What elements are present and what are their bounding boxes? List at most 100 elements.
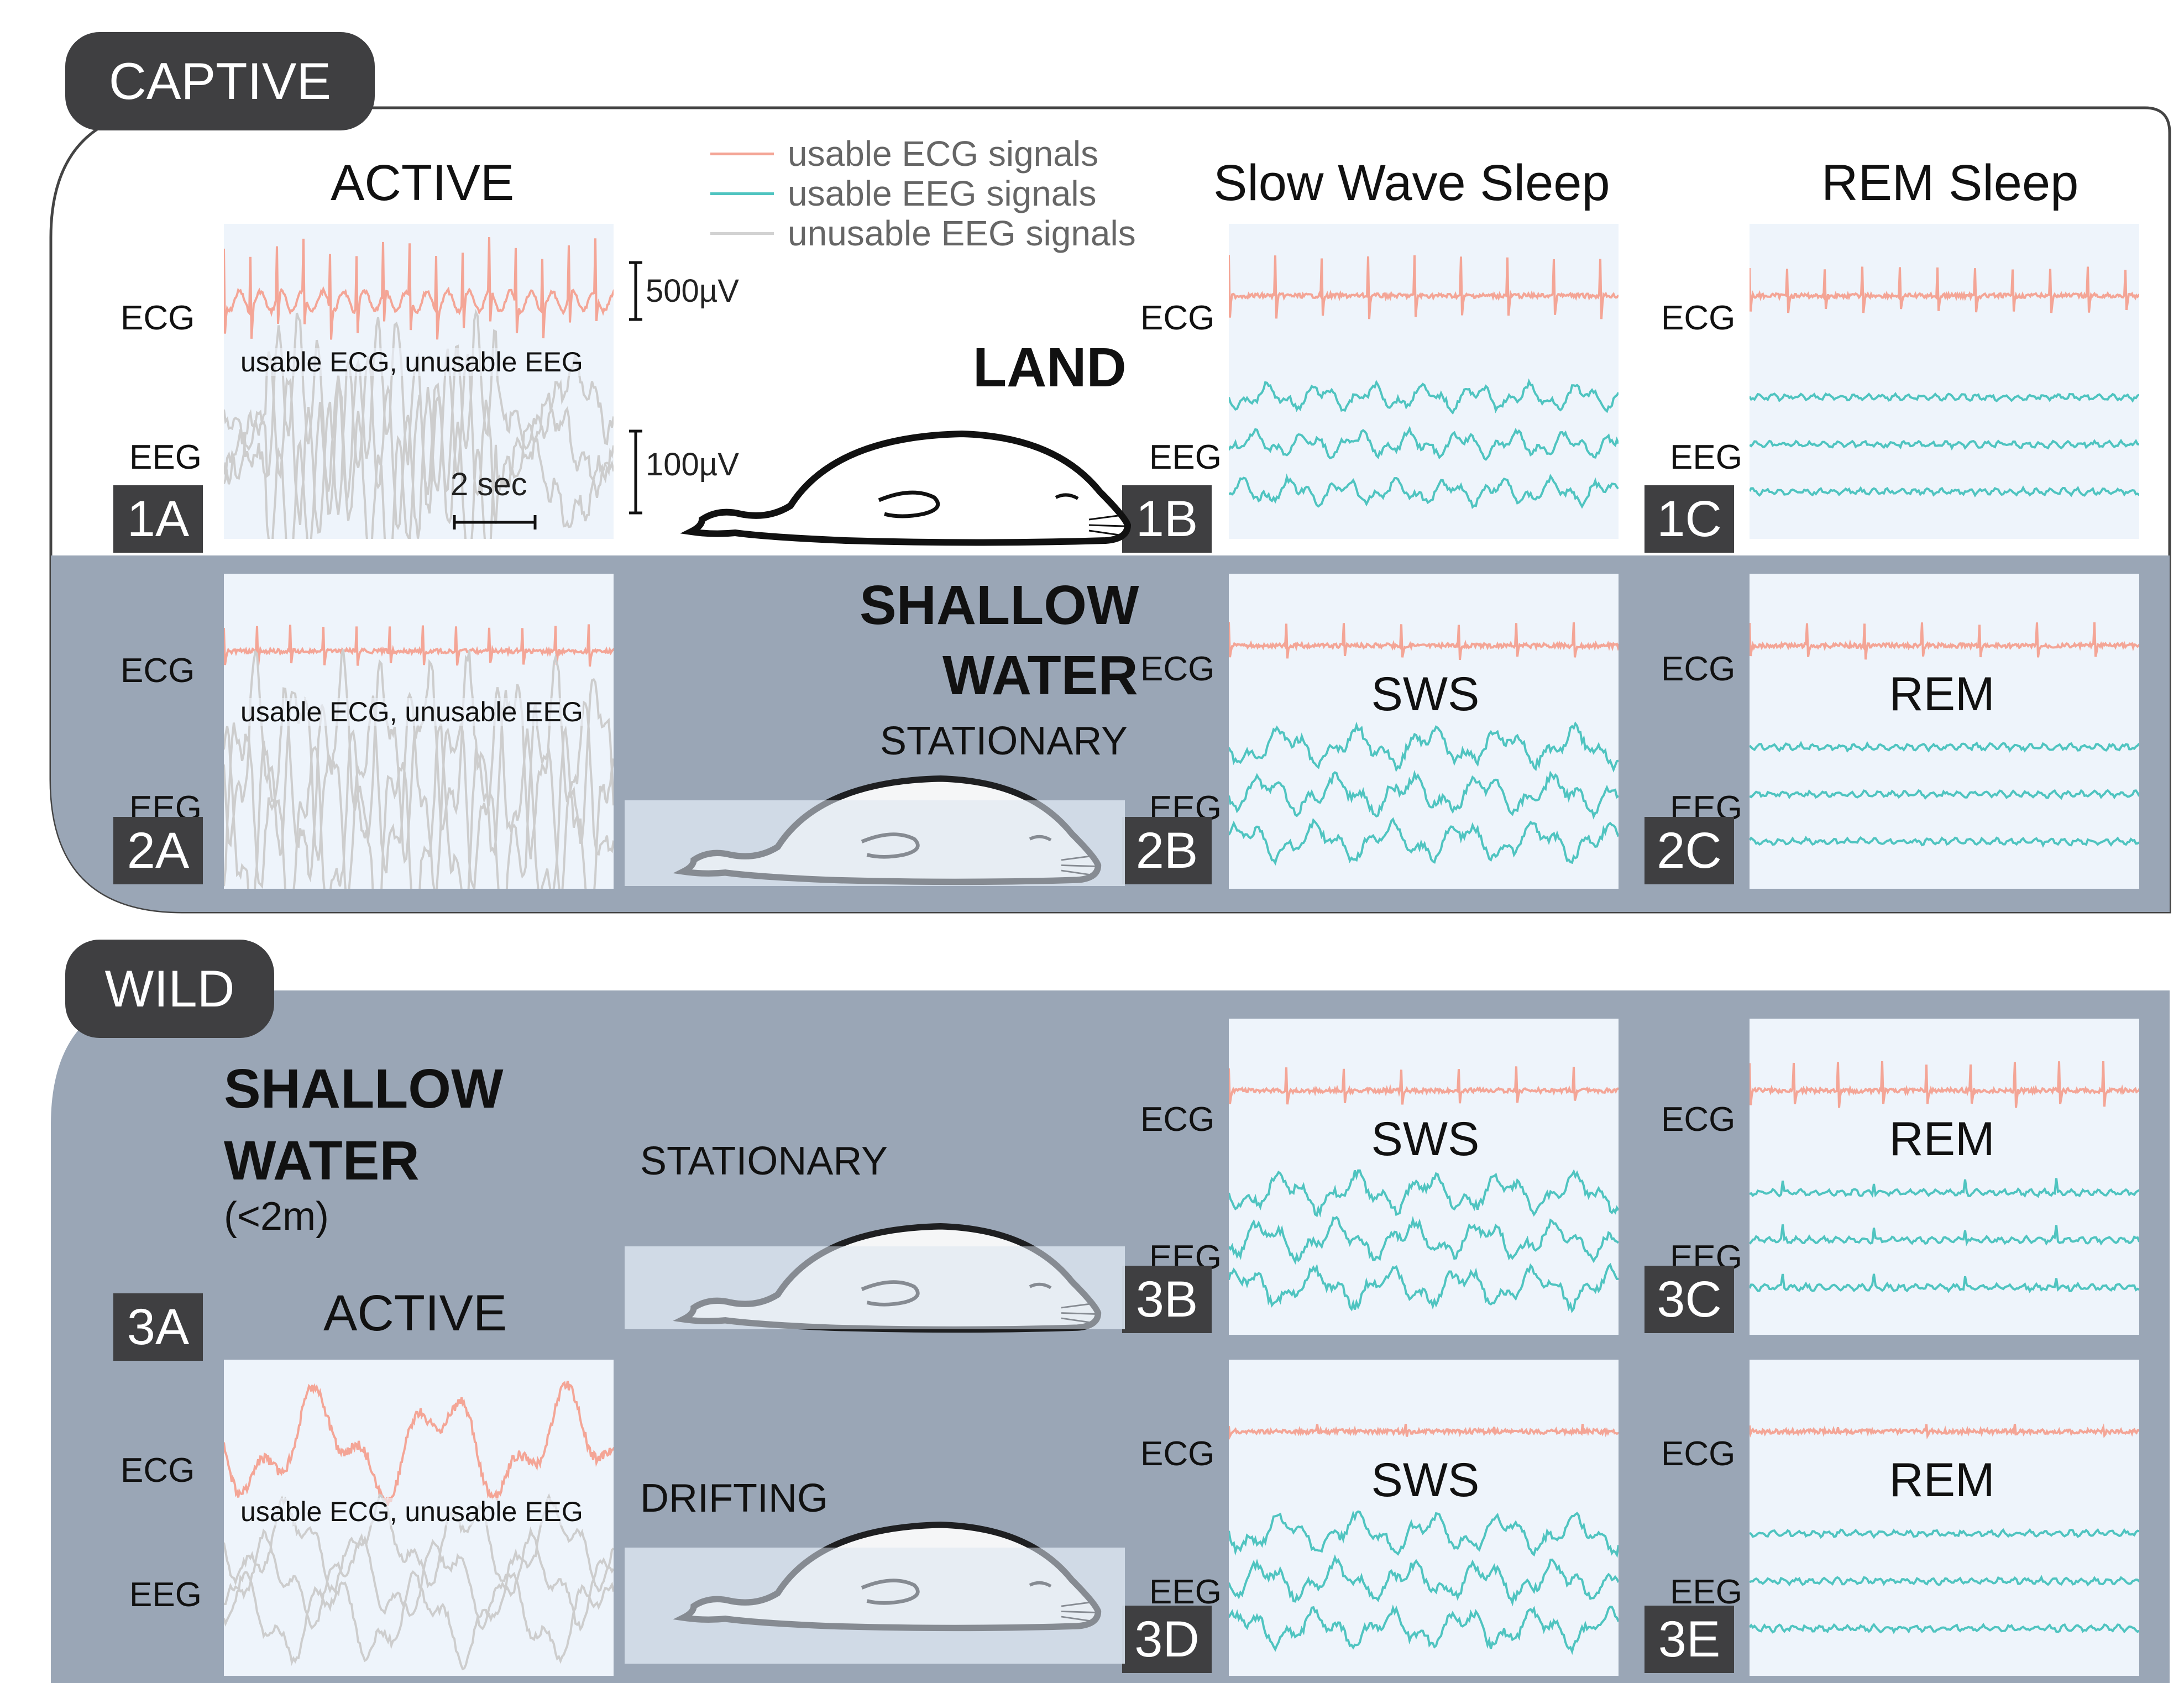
eeg-trace <box>1750 1622 2139 1634</box>
time-scale-label: 2 sec <box>451 466 527 502</box>
depth-label: (<2m) <box>224 1194 329 1239</box>
panel-id-p1b: 1B <box>1122 485 1212 553</box>
ecg-channel-label: ECG <box>1140 650 1215 688</box>
legend-swatch-ecg <box>710 153 774 155</box>
ecg-channel-label: ECG <box>1661 1100 1736 1139</box>
ecg-trace <box>224 237 614 340</box>
eeg-trace <box>1750 1178 2139 1198</box>
eeg-trace <box>1750 1528 2139 1539</box>
panel-background <box>1229 1019 1619 1335</box>
usable-note: usable ECG, unusable EEG <box>240 696 583 727</box>
eeg-trace <box>224 348 614 539</box>
eeg-scale-label: 100µV <box>646 447 739 483</box>
eeg-trace <box>1750 1273 2139 1293</box>
panel-id-p2b: 2B <box>1122 817 1212 884</box>
captive-shallow-label: SHALLOW <box>860 574 1139 636</box>
captive-stationary-label: STATIONARY <box>880 719 1128 763</box>
ecg-channel-label: ECG <box>1661 650 1736 688</box>
title-rem: REM Sleep <box>1821 155 2079 211</box>
eeg-trace <box>1750 789 2139 800</box>
legend-label-unusable: unusable EEG signals <box>788 213 1136 253</box>
legend-label-eeg: usable EEG signals <box>788 174 1097 213</box>
ecg-trace <box>1229 1423 1619 1440</box>
legend-label-ecg: usable ECG signals <box>788 134 1099 174</box>
state-label-rem: REM <box>1889 1113 1995 1166</box>
eeg-trace <box>1229 473 1619 510</box>
ecg-trace <box>224 1381 614 1506</box>
ecg-trace <box>1229 622 1619 660</box>
seal-land <box>691 434 1128 543</box>
usable-note: usable ECG, unusable EEG <box>240 1496 583 1527</box>
panel-p1c <box>1750 224 2139 539</box>
eeg-channel-label: EEG <box>1670 1573 1742 1611</box>
state-label-sws: SWS <box>1371 1113 1480 1166</box>
eeg-trace <box>1750 1575 2139 1587</box>
panel-id-p2a: 2A <box>113 817 203 884</box>
eeg-trace <box>1750 741 2139 753</box>
panel-id-p3e: 3E <box>1644 1606 1734 1673</box>
eeg-trace <box>1750 1224 2139 1247</box>
panel-p2c <box>1750 574 2139 889</box>
wild-water-label: WATER <box>224 1130 420 1192</box>
panel-id-p2c: 2C <box>1644 817 1734 884</box>
state-label-sws: SWS <box>1371 1454 1480 1507</box>
panel-id-p3b: 3B <box>1122 1266 1212 1333</box>
ecg-trace <box>1750 622 2139 660</box>
panel-background <box>1750 1360 2139 1676</box>
drifting-label: DRIFTING <box>640 1476 828 1521</box>
panel-background <box>1750 574 2139 889</box>
eeg-trace <box>1750 438 2139 451</box>
wild-stationary-label: STATIONARY <box>640 1139 888 1183</box>
panel-p3d <box>1229 1360 1619 1676</box>
state-label-rem: REM <box>1889 668 1995 721</box>
panel-background <box>1750 224 2139 539</box>
title-sws: Slow Wave Sleep <box>1213 155 1610 211</box>
panel-background <box>1750 1019 2139 1335</box>
ecg-channel-label: ECG <box>1140 299 1215 337</box>
panel-p1a <box>224 224 614 539</box>
eeg-trace <box>1750 485 2139 498</box>
eeg-trace <box>1229 1169 1619 1218</box>
ecg-trace <box>1229 255 1619 319</box>
eeg-trace <box>1229 1554 1619 1607</box>
wild-tag: WILD <box>65 940 274 1038</box>
legend-swatch-unusable <box>710 232 774 235</box>
eeg-trace <box>1229 1510 1619 1558</box>
eeg-channel-label: EEG <box>129 438 202 476</box>
eeg-trace <box>1229 817 1619 866</box>
title-active: ACTIVE <box>331 155 515 211</box>
eeg-trace <box>224 687 614 889</box>
eeg-trace <box>1229 426 1619 462</box>
eeg-trace <box>1229 721 1619 773</box>
panel-id-p3d: 3D <box>1122 1606 1212 1673</box>
eeg-trace <box>1750 392 2139 403</box>
ecg-channel-label: ECG <box>1661 1435 1736 1473</box>
ecg-trace <box>224 624 614 667</box>
eeg-channel-label: EEG <box>1149 438 1222 476</box>
panel-p2a <box>224 574 614 889</box>
panel-id-p1c: 1C <box>1644 485 1734 553</box>
panel-p3b <box>1229 1019 1619 1335</box>
panel-p1b <box>1229 224 1619 539</box>
wild-shallow-label: SHALLOW <box>224 1058 504 1120</box>
panel-p2b <box>1229 574 1619 889</box>
eeg-trace <box>1229 378 1619 415</box>
captive-water-label: WATER <box>942 644 1138 706</box>
ecg-channel-label: ECG <box>121 652 195 690</box>
state-label-sws: SWS <box>1371 668 1480 721</box>
wild-active-label: ACTIVE <box>323 1285 507 1341</box>
eeg-trace <box>224 1570 614 1671</box>
land-label: LAND <box>973 337 1127 399</box>
panel-p3c <box>1750 1019 2139 1335</box>
usable-note: usable ECG, unusable EEG <box>240 347 583 378</box>
ecg-channel-label: ECG <box>121 299 195 337</box>
panel-id-p3c: 3C <box>1644 1266 1734 1333</box>
ecg-channel-label: ECG <box>121 1451 195 1490</box>
state-label-rem: REM <box>1889 1454 1995 1507</box>
eeg-channel-label: EEG <box>1670 438 1742 476</box>
eeg-trace <box>1229 1215 1619 1265</box>
ecg-channel-label: ECG <box>1661 299 1736 337</box>
panel-p3e <box>1750 1360 2139 1676</box>
captive-tag: CAPTIVE <box>65 32 375 130</box>
